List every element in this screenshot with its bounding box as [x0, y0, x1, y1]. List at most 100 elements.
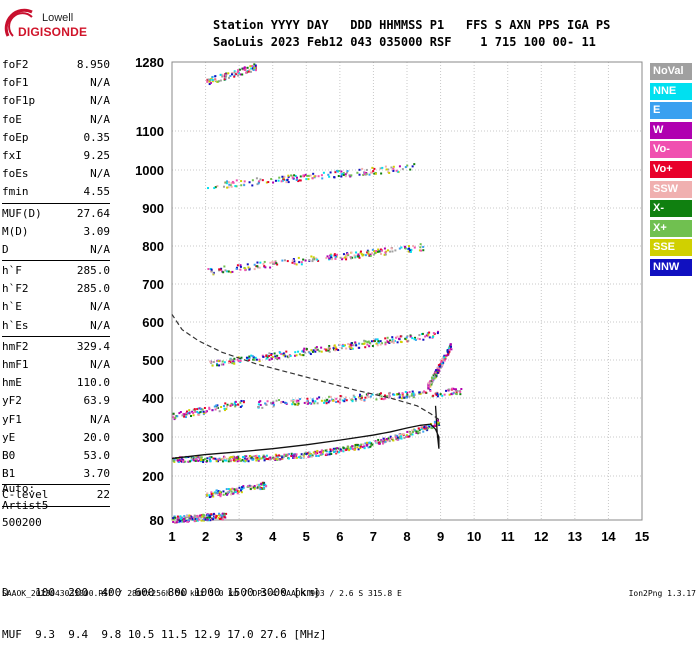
param-name: fxI	[2, 148, 22, 162]
echo-point	[200, 514, 203, 517]
echo-point	[444, 356, 447, 359]
echo-point	[364, 254, 367, 257]
echo-point	[270, 357, 273, 360]
param-name: D	[2, 242, 9, 256]
echo-point	[434, 370, 437, 373]
echo-point	[228, 183, 231, 186]
echo-point	[400, 397, 403, 400]
echo-point	[207, 78, 210, 81]
echo-point	[430, 425, 433, 428]
echo-point	[385, 168, 388, 171]
echo-point	[366, 251, 369, 254]
echo-point	[178, 458, 181, 461]
echo-point	[230, 404, 233, 407]
echo-point	[404, 166, 407, 169]
echo-point	[253, 484, 256, 487]
echo-point	[452, 387, 455, 390]
echo-point	[395, 438, 398, 441]
echo-point	[431, 336, 434, 339]
echo-point	[179, 460, 182, 463]
echo-point	[322, 450, 325, 453]
echo-point	[371, 393, 374, 396]
echo-point	[423, 427, 426, 430]
echo-point	[331, 398, 334, 401]
echo-point	[248, 356, 251, 359]
echo-point	[432, 394, 435, 397]
echo-point	[344, 254, 347, 257]
echo-point	[282, 400, 285, 403]
echo-point	[222, 185, 225, 188]
echo-point	[298, 261, 301, 264]
legend-item: E	[650, 102, 692, 120]
echo-point	[240, 184, 243, 187]
echo-point	[263, 260, 266, 263]
echo-point	[311, 258, 314, 261]
echo-point	[443, 393, 446, 396]
param-value: N/A	[90, 167, 110, 181]
echo-point	[333, 253, 336, 256]
echo-point	[410, 432, 413, 435]
echo-point	[264, 402, 267, 405]
echo-point	[183, 413, 186, 416]
echo-point	[425, 427, 428, 430]
echo-point	[336, 447, 339, 450]
param-name: MUF(D)	[2, 206, 42, 220]
echo-point	[316, 397, 319, 400]
echo-point	[378, 393, 381, 396]
echo-point	[278, 454, 281, 457]
echo-point	[226, 491, 229, 494]
echo-point	[265, 454, 268, 457]
echo-point	[328, 399, 331, 402]
echo-point	[294, 456, 297, 459]
echo-point	[227, 270, 230, 273]
echo-point	[397, 337, 400, 340]
echo-point	[315, 346, 318, 349]
echo-point	[290, 174, 293, 177]
echo-point	[206, 457, 209, 460]
echo-point	[221, 75, 224, 78]
param-value: 110.0	[76, 376, 110, 390]
echo-point	[248, 355, 251, 358]
echo-point	[362, 342, 365, 345]
echo-point	[259, 403, 262, 406]
echo-point	[218, 491, 221, 494]
echo-point	[236, 460, 239, 463]
echo-point	[251, 355, 254, 358]
echo-point	[384, 253, 387, 256]
echo-point	[208, 457, 211, 460]
echo-point	[214, 186, 217, 189]
param-value: 27.64	[76, 206, 110, 220]
distance-muf-table: D 100 200 400 600 800 1000 1500 3000 [km…	[2, 558, 327, 656]
echo-point	[261, 179, 264, 182]
echo-point	[368, 342, 371, 345]
param-name: yF1	[2, 412, 22, 426]
echo-point	[208, 80, 211, 83]
param-value: N/A	[90, 412, 110, 426]
echo-point	[339, 256, 342, 259]
echo-point	[238, 457, 241, 460]
param-value: N/A	[90, 112, 110, 126]
echo-point	[435, 369, 438, 372]
echo-point	[434, 421, 437, 424]
echo-point	[317, 259, 320, 262]
echo-point	[278, 399, 281, 402]
echo-point	[432, 374, 435, 377]
echo-point	[455, 389, 458, 392]
echo-point	[427, 382, 430, 385]
echo-point	[216, 406, 219, 409]
x-tick-label: 2	[202, 529, 209, 544]
echo-point	[389, 435, 392, 438]
echo-point	[330, 258, 333, 261]
echo-point	[178, 412, 181, 415]
param-row: foEs N/A	[2, 165, 110, 183]
echo-point	[260, 486, 263, 489]
echo-point	[359, 251, 362, 254]
echo-point	[259, 400, 262, 403]
echo-point	[194, 515, 197, 518]
echo-point	[346, 252, 349, 255]
echo-point	[398, 393, 401, 396]
echo-point	[412, 392, 415, 395]
echo-point	[311, 177, 314, 180]
echo-point	[216, 362, 219, 365]
echo-point	[386, 395, 389, 398]
